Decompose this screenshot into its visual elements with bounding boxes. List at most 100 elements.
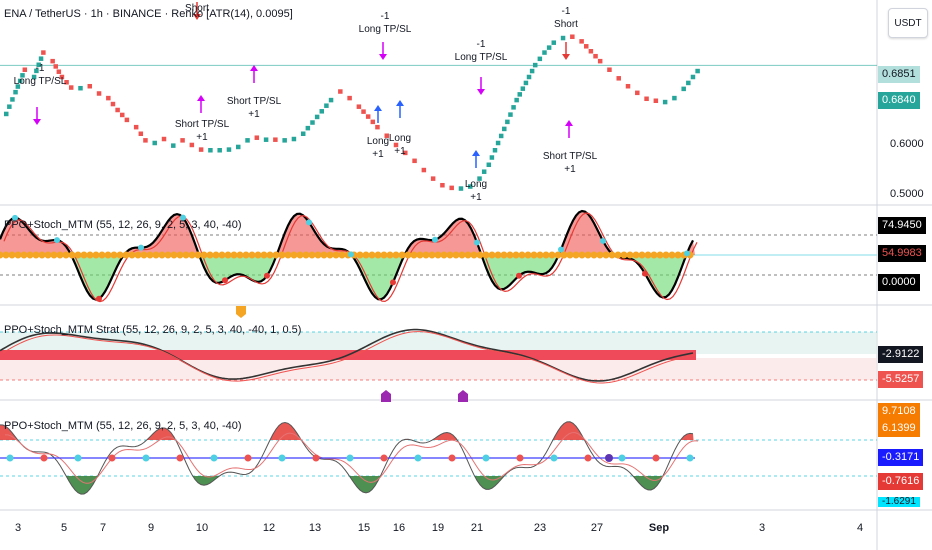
pane2-orange-dot [243, 252, 250, 259]
renko-brick [255, 135, 260, 140]
pane2-orange-dot [99, 252, 106, 259]
signal-label: Long +1 [389, 132, 411, 158]
signal-arrow-head [562, 54, 570, 60]
pane2-orange-dot [429, 252, 436, 259]
pane4-dot [483, 455, 490, 462]
pane4-dot [449, 455, 456, 462]
pane4-purple-dot [605, 454, 613, 462]
pane4-dot [143, 455, 150, 462]
pane3-red-band [90, 350, 96, 360]
scale-label-1: 0.5000 [890, 188, 924, 200]
scale-label-0: 0.6000 [890, 138, 924, 150]
pane3-red-band [474, 350, 480, 360]
pane3-red-band [612, 350, 618, 360]
pane3-red-band [468, 350, 474, 360]
pane2-orange-dot [267, 252, 274, 259]
renko-brick [691, 75, 696, 80]
pane2-orange-dot [435, 252, 442, 259]
pane3-red-band [108, 350, 114, 360]
pane2-orange-dot [15, 252, 22, 259]
pane3-red-band [228, 350, 234, 360]
renko-brick [134, 125, 139, 129]
pane3-red-band [606, 350, 612, 360]
pane3-red-band [312, 350, 318, 360]
pane3-red-band [252, 350, 258, 360]
pane4-label-4: -1.6291 [878, 497, 920, 507]
renko-brick [357, 104, 362, 109]
pane3-red-band [60, 350, 66, 360]
pane3-red-band [366, 350, 372, 360]
renko-brick [41, 50, 46, 55]
x-tick-label: 27 [591, 522, 603, 534]
pane2-orange-dot [21, 252, 28, 259]
pane3-red-band [306, 350, 312, 360]
pane2-orange-dot [63, 252, 70, 259]
pane4-dot [211, 455, 218, 462]
pane2-orange-dot [195, 252, 202, 259]
renko-brick [208, 148, 213, 153]
renko-brick [338, 89, 343, 94]
pane2-orange-dot [303, 252, 310, 259]
renko-brick [508, 112, 513, 117]
pane3-red-band [600, 350, 606, 360]
pane2-orange-dot [93, 252, 100, 259]
renko-brick [482, 169, 487, 174]
signal-arrow-head [477, 89, 485, 95]
renko-brick [663, 100, 668, 105]
pane2-orange-dot [75, 252, 82, 259]
pane2-orange-dot [297, 252, 304, 259]
renko-brick [111, 102, 116, 107]
pane2-dot [222, 277, 228, 283]
pane3-red-band [624, 350, 630, 360]
pane3-red-band [180, 350, 186, 360]
pane2-orange-dot [519, 252, 526, 259]
pane2-orange-dot [183, 252, 190, 259]
pane3-red-band [156, 350, 162, 360]
pane2-dot [516, 273, 522, 279]
pane2-orange-dot [483, 252, 490, 259]
pane4-dot [245, 455, 252, 462]
pane2-orange-dot [417, 252, 424, 259]
renko-brick [371, 120, 376, 125]
pane3-red-band [660, 350, 666, 360]
pane2-dot [432, 237, 438, 243]
pane2-dot [306, 219, 312, 225]
pane3-red-band [564, 350, 570, 360]
renko-brick [686, 81, 691, 86]
pane4-dot [653, 455, 660, 462]
pane2-orange-dot [363, 252, 370, 259]
renko-brick [530, 69, 535, 74]
pane2-orange-dot [501, 252, 508, 259]
renko-brick [264, 137, 269, 142]
renko-brick [78, 86, 83, 91]
renko-brick [496, 141, 501, 146]
pane2-orange-dot [645, 252, 652, 259]
signal-label: -1 Long TP/SL [455, 38, 508, 64]
pane2-orange-dot [375, 252, 382, 259]
renko-brick [199, 147, 204, 152]
renko-brick [10, 97, 15, 102]
pane2-dot [684, 250, 690, 256]
pane2-orange-dot [231, 252, 238, 259]
renko-brick [347, 96, 352, 101]
pane3-red-band [258, 350, 264, 360]
pane2-orange-dot [405, 252, 412, 259]
pane3-lower-zone [0, 358, 877, 380]
pane3-red-band [408, 350, 414, 360]
renko-brick [672, 96, 677, 101]
currency-button[interactable]: USDT [888, 8, 928, 38]
pane4-dot [109, 455, 116, 462]
pane4-label-0: 9.7108 [878, 403, 920, 420]
pane2-orange-dot [153, 252, 160, 259]
pane4-dot [347, 455, 354, 462]
pane3-red-band [240, 350, 246, 360]
x-tick-label: 19 [432, 522, 444, 534]
pane2-orange-dot [279, 252, 286, 259]
pane2-orange-dot [471, 252, 478, 259]
pane4-label-1: 6.1399 [878, 420, 920, 437]
pane2-orange-dot [579, 252, 586, 259]
pane2-orange-dot [399, 252, 406, 259]
renko-brick [315, 115, 320, 120]
x-tick-label: 13 [309, 522, 321, 534]
